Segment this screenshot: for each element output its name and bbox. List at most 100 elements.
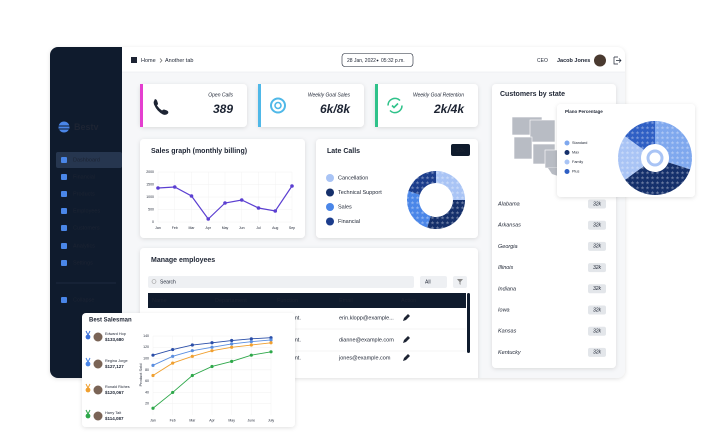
collapse[interactable]: Collapse — [73, 297, 94, 303]
x-tick-label: Mar — [188, 226, 195, 230]
menu-item[interactable]: Products — [73, 191, 95, 197]
card-title: Best Salesman — [89, 318, 132, 324]
salesman-amount: $114,087 — [105, 416, 124, 421]
cell-email: erin.klopp@example... — [339, 315, 394, 321]
collapse-icon — [61, 297, 67, 303]
donut-pattern — [625, 121, 655, 150]
menu-item[interactable]: Settings — [73, 260, 93, 266]
state-badge — [588, 284, 606, 294]
data-point — [190, 343, 194, 347]
donut-pattern — [427, 200, 465, 230]
state-value: 32k — [593, 329, 602, 335]
phone-icon — [153, 99, 169, 115]
date: 28 Jan, 2022 — [347, 58, 376, 64]
column-header: Function — [277, 298, 298, 304]
search-placeholder[interactable]: Search — [160, 279, 176, 285]
data-point — [206, 217, 211, 221]
medal — [85, 413, 91, 419]
salesman-amount: $120,067 — [105, 390, 124, 395]
retention-icon — [387, 97, 403, 114]
data-point — [230, 345, 234, 349]
legend-label: Financial — [338, 219, 360, 225]
edit-icon — [403, 336, 410, 343]
stat-card — [258, 84, 364, 127]
card-title: Manage employees — [151, 257, 215, 264]
y-tick-label: 20 — [145, 402, 149, 406]
stat-card — [140, 84, 247, 127]
x-tick-label: Feb — [170, 418, 176, 422]
stat-label: Weekly Goal Retention — [413, 92, 464, 98]
data-point — [256, 206, 261, 210]
menu-icon — [61, 191, 67, 197]
breadcrumb-chevron — [159, 58, 163, 63]
state-badge — [588, 305, 606, 315]
card-title: Plano Percentage — [565, 109, 603, 114]
menu-item[interactable]: Dashboard — [73, 157, 100, 163]
menu-item[interactable]: Employees — [73, 208, 100, 214]
menu-icon — [61, 174, 67, 180]
menu-item[interactable]: Customers — [73, 225, 100, 231]
donut-pattern — [408, 171, 436, 195]
data-point — [239, 198, 244, 202]
y-tick-label: 40 — [145, 390, 149, 394]
donut-inner-ring — [646, 149, 664, 167]
legend-swatch — [326, 217, 334, 226]
legend-label: Sales — [338, 204, 352, 210]
column-header: Name — [152, 298, 167, 304]
home-icon — [131, 57, 137, 63]
data-point — [269, 338, 273, 342]
donut-pattern — [625, 162, 691, 195]
card-title: Late Calls — [327, 148, 360, 155]
data-point — [190, 373, 194, 378]
state-value: 32k — [593, 201, 602, 207]
map-region — [513, 136, 533, 160]
stat-label: Weekly Goal Sales — [308, 92, 351, 98]
state-name: Illinois — [498, 265, 514, 271]
data-point — [151, 363, 155, 367]
brand-logo — [58, 121, 70, 133]
data-point — [210, 349, 214, 353]
filter-value[interactable]: All — [425, 279, 431, 285]
salesman-name: Regina Jorge — [105, 359, 128, 363]
x-tick-label: Apr — [209, 418, 215, 422]
menu-item[interactable]: Analytics — [73, 243, 95, 249]
target-icon — [270, 97, 286, 114]
breadcrumb-home[interactable]: Home — [141, 58, 156, 64]
late-calls-card — [316, 139, 478, 238]
logout-icon — [613, 56, 622, 65]
menu-icon — [61, 157, 67, 163]
x-tick-label: May — [222, 226, 229, 230]
donut-pattern — [436, 171, 465, 200]
breadcrumb-current: Another tab — [165, 58, 193, 64]
data-point — [269, 341, 273, 345]
state-name: Georgia — [498, 244, 518, 250]
data-point — [190, 354, 194, 358]
state-name: Iowa — [498, 307, 510, 313]
column-header: Email — [339, 298, 353, 304]
sales-graph-card — [140, 139, 305, 238]
x-tick-label: Feb — [172, 226, 178, 230]
state-name: Arkansas — [497, 223, 521, 229]
time: 05:32 p.m. — [381, 58, 405, 64]
table-scrollbar — [467, 293, 470, 353]
data-point — [210, 364, 214, 369]
target-icon — [274, 101, 282, 110]
x-tick-label: Apr — [206, 226, 212, 230]
data-point — [249, 340, 253, 344]
data-point — [269, 350, 273, 354]
data-point — [190, 349, 194, 353]
data-point — [269, 336, 273, 340]
search-box — [148, 276, 414, 288]
legend-label: Technical Support — [338, 190, 382, 196]
state-name: Kansas — [498, 329, 517, 335]
best-salesman-panel: Best Salesman Edward Hop$133,680 Regina Jo… — [82, 313, 295, 427]
data-point — [230, 359, 234, 363]
medal — [85, 387, 91, 393]
salesman-avatar — [93, 332, 103, 342]
legend-swatch — [564, 169, 570, 174]
badge-text: 32k — [456, 148, 465, 154]
data-point — [171, 354, 175, 358]
map-region — [529, 119, 556, 143]
menu-item[interactable]: Financial — [73, 174, 95, 180]
